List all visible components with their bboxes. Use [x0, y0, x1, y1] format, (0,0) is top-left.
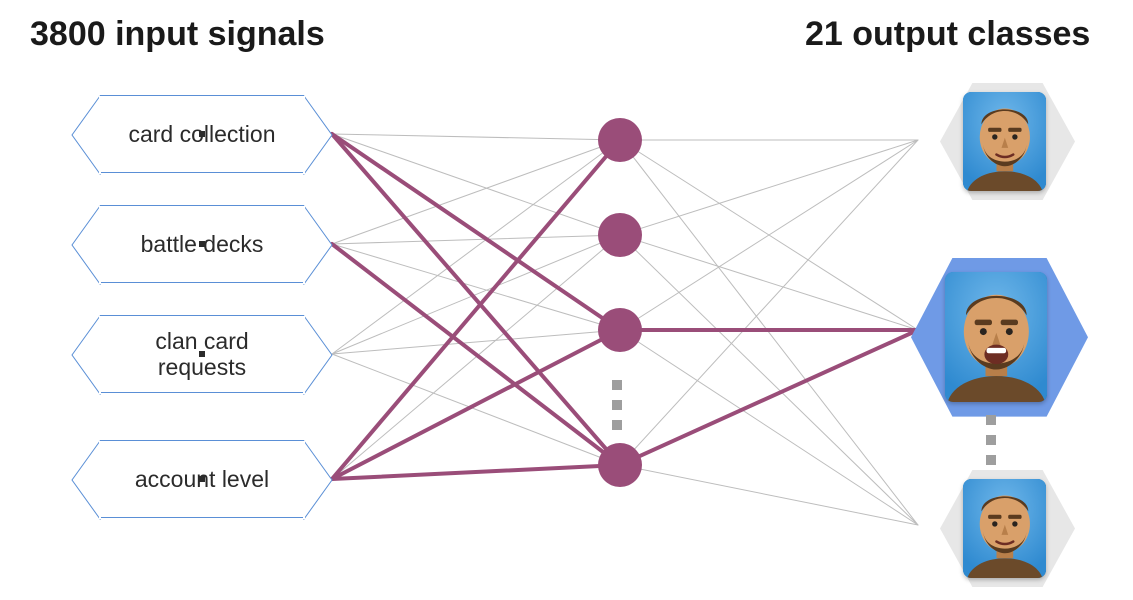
title-right: 21 output classes	[805, 15, 1090, 54]
input-hex-label: account level	[135, 466, 269, 492]
input-hex-0: card collection	[100, 95, 304, 173]
output-card-1	[945, 272, 1048, 402]
hidden-ellipsis	[612, 380, 622, 430]
output-ellipsis	[986, 415, 996, 465]
title-left: 3800 input signals	[30, 15, 325, 54]
output-hex-0	[940, 83, 1075, 200]
input-hex-label: card collection	[128, 121, 275, 147]
output-hex-2	[940, 470, 1075, 587]
input-hex-3: account level	[100, 440, 304, 518]
output-hex-1	[911, 258, 1088, 417]
hidden-node-2	[598, 308, 642, 352]
input-hex-label: clan cardrequests	[155, 328, 248, 381]
input-hex-2: clan cardrequests	[100, 315, 304, 393]
diagram-stage: 3800 input signals 21 output classes car…	[0, 0, 1133, 600]
hidden-node-1	[598, 213, 642, 257]
output-card-0	[963, 92, 1047, 190]
input-hex-label: battle decks	[141, 231, 264, 257]
input-hex-1: battle decks	[100, 205, 304, 283]
hidden-node-3	[598, 443, 642, 487]
hidden-node-0	[598, 118, 642, 162]
output-card-2	[963, 479, 1047, 577]
